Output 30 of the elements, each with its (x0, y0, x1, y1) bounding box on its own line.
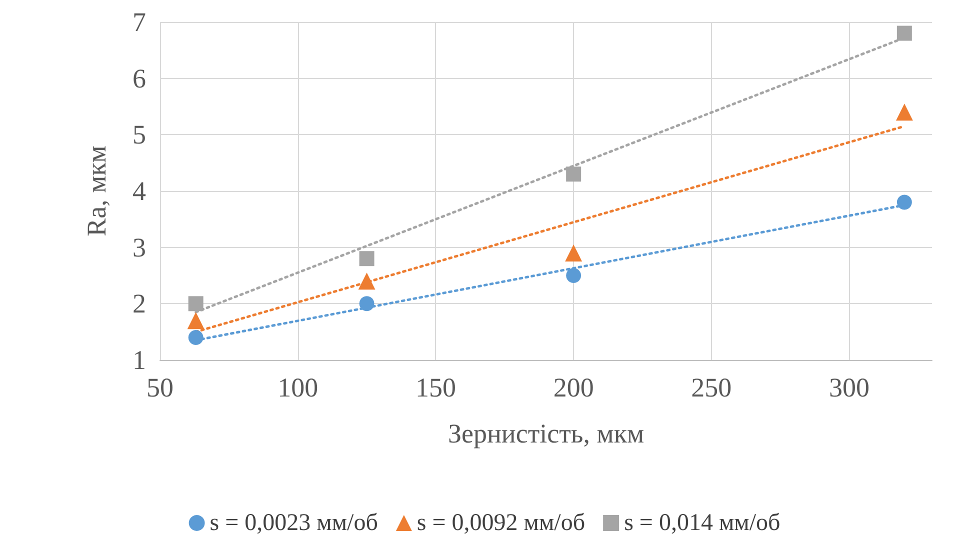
y-tick-label: 3 (132, 232, 146, 262)
legend-label: s = 0,0092 мм/об (416, 510, 586, 536)
point (896, 104, 913, 121)
x-tick-label: 250 (691, 372, 732, 402)
point (188, 330, 204, 345)
x-tick-label: 300 (829, 372, 870, 402)
x-tick-label: 150 (415, 372, 456, 402)
point (359, 251, 374, 266)
point (566, 166, 582, 182)
x-axis-title: Зернистість, мкм (448, 418, 644, 448)
point (188, 296, 204, 312)
y-tick-label: 2 (132, 288, 146, 319)
x-tick-label: 50 (146, 372, 174, 402)
y-tick-label: 5 (132, 120, 146, 150)
y-tick-label: 4 (132, 176, 146, 206)
point (566, 268, 582, 283)
x-tick-label: 100 (278, 372, 318, 402)
y-tick-label: 1 (132, 345, 146, 375)
point (896, 26, 912, 41)
y-tick-label: 6 (132, 63, 146, 94)
y-tick-label: 7 (132, 7, 146, 37)
point (565, 244, 582, 262)
point (187, 312, 204, 330)
x-tick-label: 200 (553, 372, 594, 402)
legend-label: s = 0,014 мм/об (624, 510, 780, 536)
legend-label: s = 0,0023 мм/об (210, 510, 378, 536)
y-axis-title: Ra, мкм (82, 146, 112, 236)
point (896, 194, 912, 210)
point (359, 296, 374, 312)
point (358, 272, 376, 290)
